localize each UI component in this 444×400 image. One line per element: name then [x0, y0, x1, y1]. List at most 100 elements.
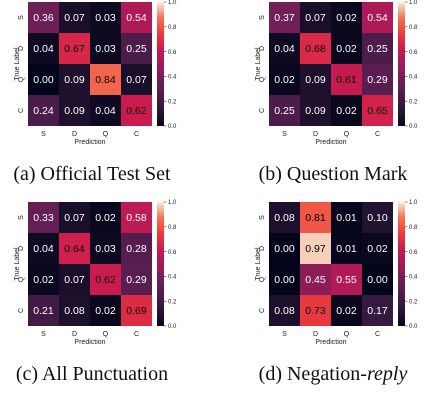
cell-value-label: 0.02	[95, 305, 116, 317]
cell-value-label: 0.29	[126, 274, 147, 286]
y-tick-label: S	[18, 215, 25, 220]
colorbar-tick-label: 0.6	[409, 50, 418, 56]
y-tick-label: Q	[18, 276, 25, 282]
y-tick-label: S	[259, 15, 266, 20]
panel-c: 0.33 0.07 0.02 0.58 0.04 0.64 0.03 0.28 0.02 0.07…	[14, 200, 177, 385]
colorbar-tick-label: 0.6	[409, 250, 418, 256]
x-tick-label: S	[282, 331, 287, 338]
cell-value-label: 0.17	[367, 305, 388, 317]
colorbar-tick-label: 0.8	[409, 225, 418, 231]
heatmap-cell-D-C	[362, 33, 393, 64]
cell-value-label: 0.64	[64, 243, 85, 255]
heatmap-cell-D-D	[300, 233, 331, 264]
heatmap-cell-Q-S	[28, 64, 59, 95]
cell-value-label: 0.04	[33, 243, 54, 255]
colorbar-tick-label: 0.0	[409, 124, 418, 130]
colorbar-tick-label: 0.2	[409, 299, 418, 305]
heatmap-cell-S-C	[362, 2, 393, 33]
cell-value-label: 0.54	[367, 12, 388, 24]
heatmap-cell-C-Q	[90, 95, 121, 126]
y-tick-label: Q	[259, 276, 266, 282]
colorbar-tick-label: 0.4	[168, 275, 177, 281]
heatmap-cell-S-D	[59, 2, 90, 33]
heatmap-cell-C-S	[269, 95, 300, 126]
heatmap-cell-S-Q	[331, 202, 362, 233]
heatmap-cell-Q-S	[28, 264, 59, 295]
cell-value-label: 0.21	[33, 305, 54, 317]
cell-value-label: 0.02	[367, 243, 388, 255]
heatmap-cell-S-S	[28, 2, 59, 33]
heatmap-cell-D-D	[59, 33, 90, 64]
cell-value-label: 0.02	[336, 105, 357, 117]
panel-d: 0.08 0.81 0.01 0.10 0.00 0.97 0.01 0.02 0.00 0.45…	[255, 200, 418, 385]
cell-value-label: 0.29	[367, 74, 388, 86]
heatmap-cell-S-Q	[331, 2, 362, 33]
y-tick-label: D	[18, 46, 25, 51]
cell-value-label: 0.81	[305, 212, 326, 224]
heatmap-cell-D-D	[59, 233, 90, 264]
cell-value-label: 0.28	[126, 243, 147, 255]
colorbar-tick-label: 0.2	[409, 99, 418, 105]
cell-value-label: 0.00	[274, 243, 295, 255]
heatmap-cell-S-S	[28, 202, 59, 233]
cell-value-label: 0.07	[64, 212, 85, 224]
x-tick-label: Q	[344, 131, 350, 138]
heatmap-cell-Q-Q	[90, 264, 121, 295]
x-tick-label: Q	[103, 331, 109, 338]
colorbar-tick-label: 0.2	[168, 99, 177, 105]
cell-value-label: 0.10	[367, 212, 388, 224]
colorbar-tick-label: 0.4	[409, 275, 418, 281]
cell-value-label: 0.00	[367, 274, 388, 286]
cell-value-label: 0.36	[33, 12, 54, 24]
cell-value-label: 0.09	[64, 105, 85, 117]
heatmap-cell-Q-Q	[331, 64, 362, 95]
x-axis-label: Prediction	[315, 139, 346, 146]
cell-value-label: 0.07	[126, 74, 147, 86]
heatmap-cell-C-C	[121, 295, 152, 326]
y-tick-label: C	[259, 108, 266, 113]
x-axis-label: Prediction	[315, 339, 346, 346]
cell-value-label: 0.61	[336, 74, 357, 86]
cell-value-label: 0.02	[336, 305, 357, 317]
cell-value-label: 0.65	[367, 105, 388, 117]
heatmap-cell-S-D	[59, 202, 90, 233]
cell-value-label: 0.58	[126, 212, 147, 224]
y-tick-label: C	[18, 108, 25, 113]
y-tick-label: Q	[18, 76, 25, 82]
cell-value-label: 0.00	[274, 274, 295, 286]
heatmap-cell-Q-Q	[90, 64, 121, 95]
heatmap-cell-C-C	[121, 95, 152, 126]
x-tick-label: Q	[344, 331, 350, 338]
heatmap-cell-C-S	[269, 295, 300, 326]
heatmap-cell-D-Q	[331, 33, 362, 64]
y-tick-label: S	[18, 15, 25, 20]
panel-a: 0.36 0.07 0.03 0.54 0.04 0.67 0.03 0.25 0.00 0.09…	[13, 0, 177, 185]
cell-value-label: 0.25	[367, 43, 388, 55]
cell-value-label: 0.08	[64, 305, 85, 317]
cell-value-label: 0.33	[33, 212, 54, 224]
heatmap-cell-Q-S	[269, 64, 300, 95]
heatmap-cell-Q-C	[362, 264, 393, 295]
heatmap-cell-C-C	[362, 95, 393, 126]
x-tick-label: C	[134, 131, 139, 138]
heatmap-cell-S-S	[269, 202, 300, 233]
heatmap-cell-D-D	[300, 33, 331, 64]
cell-value-label: 0.68	[305, 43, 326, 55]
heatmap-cell-D-Q	[331, 233, 362, 264]
y-axis-label: True Label	[14, 47, 21, 81]
panel-caption: (c) All Punctuation	[16, 363, 168, 385]
x-axis-label: Prediction	[74, 339, 105, 346]
cell-value-label: 0.08	[274, 212, 295, 224]
cell-value-label: 0.04	[274, 43, 295, 55]
heatmap-cell-S-S	[269, 2, 300, 33]
y-tick-label: C	[259, 308, 266, 313]
cell-value-label: 0.01	[336, 212, 357, 224]
panel-caption: (a) Official Test Set	[13, 163, 171, 185]
caption-plain-part: (d) Negation-	[259, 363, 367, 385]
cell-value-label: 0.24	[33, 105, 54, 117]
x-tick-label: D	[313, 331, 318, 338]
y-tick-label: D	[259, 246, 266, 251]
x-tick-label: Q	[103, 131, 109, 138]
panel-caption: (d) Negation-reply	[259, 363, 408, 385]
heatmap-cell-S-Q	[90, 202, 121, 233]
